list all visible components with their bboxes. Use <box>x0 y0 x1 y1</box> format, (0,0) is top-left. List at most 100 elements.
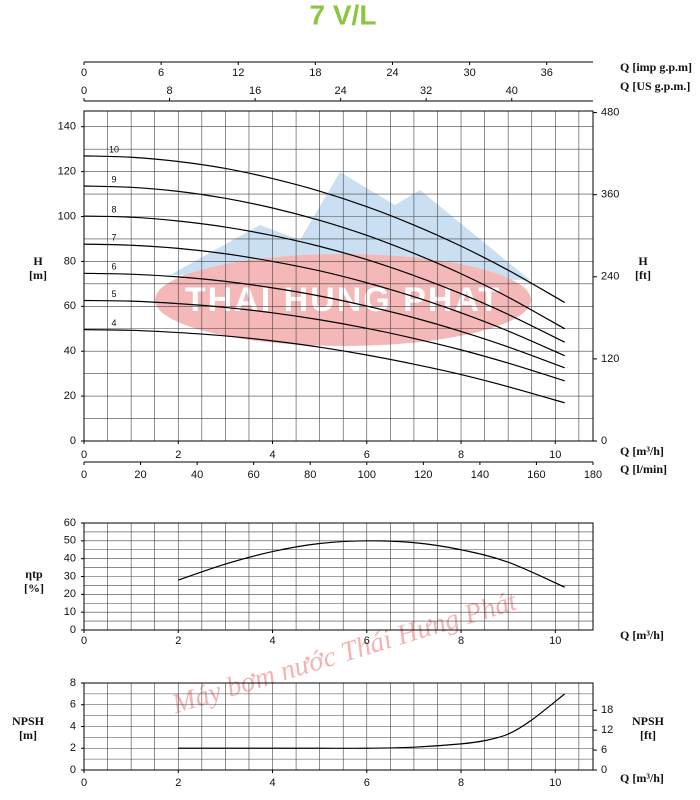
y2-tick-label: 480 <box>601 106 619 118</box>
y-tick-label: 40 <box>64 553 76 565</box>
y-axis-title: H <box>33 254 43 268</box>
extra-axis-tick-label: 32 <box>420 85 432 97</box>
y-tick-label: 10 <box>64 606 76 618</box>
extra-axis-tick-label: 140 <box>471 469 489 481</box>
y-axis-unit: [m] <box>29 268 47 282</box>
y-tick-label: 80 <box>64 255 76 267</box>
x-tick-label: 0 <box>81 449 87 461</box>
y-tick-label: 30 <box>64 570 76 582</box>
y2-tick-label: 12 <box>601 724 613 736</box>
x-tick-label: 4 <box>269 449 275 461</box>
y-tick-label: 20 <box>64 390 76 402</box>
curve <box>83 155 566 304</box>
extra-axis-tick-label: 18 <box>309 67 321 79</box>
x-tick-label: 2 <box>175 449 181 461</box>
curve-label: 8 <box>111 204 116 214</box>
x-tick-label: 6 <box>364 777 370 789</box>
y-tick-label: 0 <box>70 624 76 636</box>
x-tick-label: 8 <box>458 635 464 647</box>
curve-label: 6 <box>111 262 116 272</box>
y-tick-label: 60 <box>64 517 76 529</box>
x-tick-label: 2 <box>175 777 181 789</box>
curve-label: 5 <box>111 289 116 299</box>
y-axis-title: NPSH <box>12 714 45 728</box>
x-tick-label: 8 <box>458 777 464 789</box>
y-tick-label: 8 <box>70 677 76 689</box>
extra-axis-tick-label: 12 <box>232 67 244 79</box>
x-tick-label: 0 <box>81 635 87 647</box>
extra-axis-tick-label: 0 <box>81 67 87 79</box>
x-tick-label: 10 <box>549 635 561 647</box>
extra-axis-title: Q [l/min] <box>620 462 667 476</box>
y2-tick-label: 360 <box>601 189 619 201</box>
y2-tick-label: 6 <box>601 744 607 756</box>
plot-frame <box>83 110 594 442</box>
y-tick-label: 60 <box>64 300 76 312</box>
y2-tick-label: 120 <box>601 353 619 365</box>
extra-axis-title: Q [imp g.p.m] <box>620 60 692 74</box>
extra-axis-tick-label: 60 <box>248 469 260 481</box>
x-tick-label: 4 <box>269 635 275 647</box>
x-tick-label: 6 <box>364 449 370 461</box>
extra-axis-tick-label: 16 <box>249 85 261 97</box>
y-tick-label: 50 <box>64 535 76 547</box>
y-axis-unit: [%] <box>24 581 44 595</box>
curve-label: 7 <box>111 232 116 242</box>
x-tick-label: 6 <box>364 635 370 647</box>
y-tick-label: 140 <box>58 121 76 133</box>
y-tick-label: 6 <box>70 699 76 711</box>
y-tick-label: 0 <box>70 764 76 776</box>
x-tick-label: 8 <box>458 449 464 461</box>
extra-axis-tick-label: 160 <box>527 469 545 481</box>
extra-axis-tick-label: 100 <box>358 469 376 481</box>
extra-axis-tick-label: 180 <box>584 469 602 481</box>
curve-label: 10 <box>109 144 119 154</box>
x-tick-label: 10 <box>549 777 561 789</box>
curve <box>83 272 565 369</box>
extra-axis-tick-label: 120 <box>414 469 432 481</box>
y2-axis-title: NPSH <box>632 714 665 728</box>
x-tick-label: 10 <box>549 449 561 461</box>
extra-axis-tick-label: 30 <box>463 67 475 79</box>
extra-axis-tick-label: 0 <box>81 85 87 97</box>
y-axis-title: ηtp <box>25 567 43 581</box>
y-tick-label: 0 <box>70 435 76 447</box>
curve <box>178 693 566 749</box>
extra-axis-tick-label: 6 <box>158 67 164 79</box>
extra-axis-tick-label: 8 <box>166 85 172 97</box>
curve <box>178 540 565 588</box>
curve <box>83 329 565 404</box>
y2-tick-label: 240 <box>601 271 619 283</box>
y2-axis-unit: [ft] <box>640 728 656 742</box>
curve-label: 4 <box>111 318 116 328</box>
y-tick-label: 100 <box>58 210 76 222</box>
extra-axis-tick-label: 80 <box>304 469 316 481</box>
y-tick-label: 20 <box>64 588 76 600</box>
extra-axis-tick-label: 40 <box>191 469 203 481</box>
x-tick-label: 2 <box>175 635 181 647</box>
y2-tick-label: 0 <box>601 435 607 447</box>
y-tick-label: 2 <box>70 742 76 754</box>
curve <box>83 243 565 357</box>
y-axis-unit: [m] <box>19 728 37 742</box>
x-axis-title: Q [m³/h] <box>620 771 664 785</box>
x-tick-label: 0 <box>81 777 87 789</box>
y2-tick-label: 18 <box>601 704 613 716</box>
y2-axis-title: H <box>638 254 648 268</box>
x-axis-title: Q [m³/h] <box>620 444 664 458</box>
curve <box>83 185 566 330</box>
x-tick-label: 4 <box>269 777 275 789</box>
extra-axis-tick-label: 20 <box>134 469 146 481</box>
x-axis-title: Q [m³/h] <box>620 628 664 642</box>
page-title: 7 V/L <box>310 0 377 30</box>
y-tick-label: 40 <box>64 345 76 357</box>
extra-axis-tick-label: 0 <box>81 469 87 481</box>
curve-label: 9 <box>111 174 116 184</box>
y-tick-label: 120 <box>58 166 76 178</box>
y-tick-label: 4 <box>70 720 76 732</box>
y2-axis-unit: [ft] <box>635 268 651 282</box>
curve <box>83 299 565 382</box>
logo-mountain <box>170 172 530 280</box>
